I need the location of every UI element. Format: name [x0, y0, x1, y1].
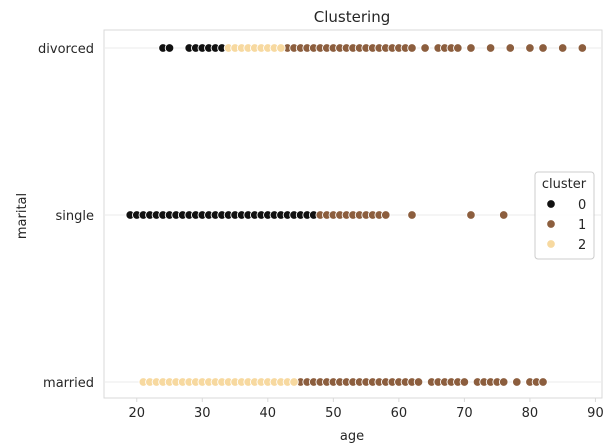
data-point	[466, 43, 476, 53]
data-point	[498, 377, 509, 387]
legend-label-2: 2	[578, 238, 586, 253]
legend-label-0: 0	[578, 198, 586, 213]
x-tick-label: 90	[587, 406, 604, 421]
legend-box	[534, 171, 595, 260]
y-tick-label-single: single	[56, 209, 95, 224]
legend-label-1: 1	[578, 218, 586, 233]
x-tick-label: 80	[522, 406, 539, 421]
x-tick-label: 20	[128, 406, 145, 421]
data-point	[420, 43, 430, 53]
data-point	[381, 210, 391, 220]
legend: cluster 0 1 2	[534, 171, 595, 260]
data-point	[505, 43, 516, 53]
data-point	[538, 43, 548, 53]
y-tick-label-divorced: divorced	[38, 42, 94, 57]
legend-marker-1	[546, 219, 556, 229]
y-axis-label: marital	[15, 193, 30, 239]
x-tick-label: 30	[194, 406, 211, 421]
x-tick-label: 60	[391, 406, 408, 421]
data-point	[512, 377, 522, 387]
series-cluster-0	[125, 43, 319, 220]
data-point	[577, 43, 588, 53]
x-tick-label: 70	[456, 406, 473, 421]
series-cluster-2	[138, 43, 299, 387]
data-point	[276, 43, 286, 53]
legend-title: cluster	[542, 177, 587, 192]
data-point	[289, 377, 299, 387]
y-tick-label-married: married	[43, 376, 94, 391]
data-point	[557, 43, 568, 53]
data-point	[538, 377, 548, 387]
data-point	[164, 43, 175, 53]
series-cluster-1	[282, 43, 588, 387]
chart-title: Clustering	[314, 8, 390, 26]
data-point	[407, 43, 417, 53]
x-tick-label: 50	[325, 406, 342, 421]
data-point	[498, 210, 509, 220]
data-point	[466, 210, 476, 220]
data-point	[407, 210, 417, 220]
legend-marker-0	[546, 199, 556, 209]
data-point	[459, 377, 470, 387]
legend-marker-2	[546, 239, 556, 249]
data-point	[413, 377, 424, 387]
data-point	[485, 43, 496, 53]
x-axis-label: age	[340, 429, 364, 444]
x-tick-label: 40	[260, 406, 277, 421]
data-point	[453, 43, 463, 53]
data-point	[525, 43, 535, 53]
